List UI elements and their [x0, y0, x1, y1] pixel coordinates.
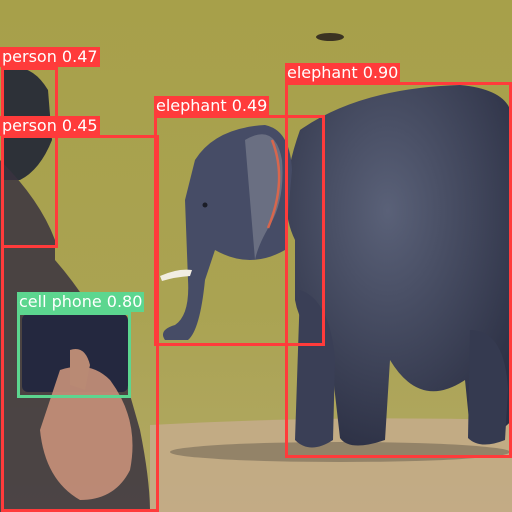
- person-label-2: person 0.45: [0, 116, 100, 136]
- elephant-bbox-2: [285, 82, 512, 458]
- person-label-1: person 0.47: [0, 47, 100, 67]
- blurred-person: [0, 67, 150, 512]
- elephant-rear-leg: [468, 330, 508, 445]
- hand: [40, 366, 133, 500]
- elephant-ear: [245, 134, 283, 260]
- elephant: [160, 85, 512, 448]
- elephant-label-1: elephant 0.49: [154, 96, 270, 116]
- dirt-path: [150, 418, 512, 512]
- cell-phone-label: cell phone 0.80: [17, 292, 145, 312]
- elephant-bbox-1: [154, 115, 325, 346]
- elephant-tusk: [160, 269, 192, 281]
- elephant-eye: [202, 202, 208, 208]
- cell-phone-bbox: [17, 312, 131, 398]
- ear-edge: [266, 139, 281, 229]
- elephant-front-leg: [295, 290, 335, 448]
- elephant-label-2: elephant 0.90: [285, 63, 401, 83]
- person-bbox-2: [1, 135, 159, 512]
- finger: [70, 349, 90, 390]
- ground-object: [316, 33, 344, 41]
- elephant-body: [286, 85, 512, 446]
